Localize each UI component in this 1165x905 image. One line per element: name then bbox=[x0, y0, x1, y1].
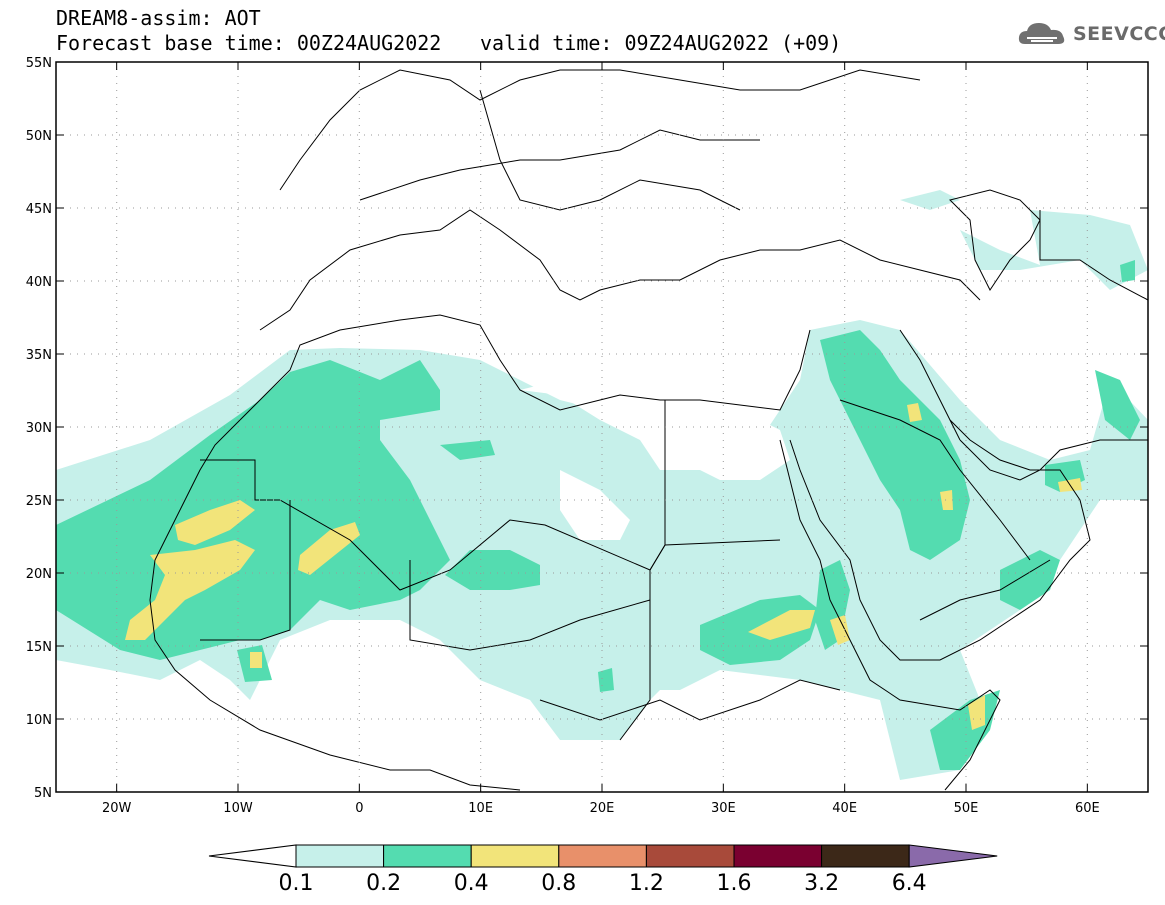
coastline-persian-gulf bbox=[959, 439, 1148, 481]
colorbar-label: 1.6 bbox=[717, 871, 752, 896]
lon-tick-label: 20E bbox=[590, 801, 615, 816]
aot-band-0.2 bbox=[1095, 370, 1140, 440]
lon-tick-label: 40E bbox=[832, 801, 857, 816]
colorbar-segment bbox=[821, 844, 910, 868]
colorbar-segment bbox=[733, 844, 823, 868]
colorbar-segment bbox=[645, 844, 735, 868]
aot-band-0.4 bbox=[940, 490, 953, 510]
border bbox=[919, 559, 1051, 621]
border bbox=[839, 399, 1031, 561]
aot-band-0.4 bbox=[907, 403, 922, 422]
lon-tick-label: 60E bbox=[1075, 801, 1100, 816]
colorbar: 0.1 0.2 0.4 0.8 1.2 1.6 3.2 6.4 bbox=[208, 844, 998, 896]
aot-band-0.2 bbox=[440, 440, 495, 460]
colorbar-label: 0.2 bbox=[366, 871, 401, 896]
colorbar-under-arrow bbox=[208, 844, 297, 868]
colorbar-over-arrow bbox=[908, 844, 998, 868]
lat-tick-label: 25N bbox=[26, 494, 52, 509]
colorbar-segment bbox=[383, 844, 472, 868]
lon-tick-label: 10W bbox=[223, 801, 253, 816]
colorbar-segment bbox=[295, 844, 385, 868]
aot-band-0.2 bbox=[1000, 550, 1060, 610]
border bbox=[409, 560, 651, 651]
border bbox=[200, 500, 291, 641]
colorbar-label: 6.4 bbox=[892, 871, 927, 896]
lat-tick-label: 5N bbox=[34, 786, 52, 801]
coastlines bbox=[149, 69, 1148, 791]
colorbar-segment bbox=[558, 844, 647, 868]
aot-band-0.4 bbox=[298, 522, 360, 575]
aot-band-0.2 bbox=[1120, 260, 1135, 282]
border bbox=[619, 400, 666, 741]
colorbar-label: 0.4 bbox=[454, 871, 489, 896]
aot-band-0.2 bbox=[445, 550, 540, 590]
graticule bbox=[56, 62, 1148, 792]
clean-air-patch bbox=[560, 470, 630, 540]
aot-band-0.2 bbox=[820, 330, 970, 560]
lon-tick-label: 30E bbox=[711, 801, 736, 816]
lat-tick-label: 20N bbox=[26, 567, 52, 582]
coastline-europe-north bbox=[279, 69, 921, 191]
border bbox=[1039, 210, 1148, 301]
lat-tick-label: 30N bbox=[26, 421, 52, 436]
clean-air-patch bbox=[520, 380, 790, 480]
colorbar-label: 0.8 bbox=[541, 871, 576, 896]
coastline-europe bbox=[259, 209, 981, 331]
border bbox=[899, 329, 961, 441]
aot-band-0.4 bbox=[250, 652, 262, 668]
colorbar-label: 0.1 bbox=[279, 871, 314, 896]
coastline-west-africa bbox=[149, 419, 521, 791]
border bbox=[479, 89, 741, 211]
lat-tick-label: 50N bbox=[26, 129, 52, 144]
aot-band-0.4 bbox=[968, 695, 985, 730]
lat-tick-label: 15N bbox=[26, 640, 52, 655]
cloud-icon bbox=[1018, 23, 1065, 44]
aot-band-0.1 bbox=[900, 190, 960, 210]
lat-tick-label: 40N bbox=[26, 275, 52, 290]
lat-tick-label: 55N bbox=[26, 56, 52, 71]
aot-band-0.2 bbox=[598, 668, 614, 692]
coastline-red-sea bbox=[779, 439, 1001, 791]
lat-tick-label: 10N bbox=[26, 713, 52, 728]
lon-tick-label: 20W bbox=[102, 801, 132, 816]
chart-title: DREAM8-assim: AOT bbox=[56, 6, 261, 30]
border bbox=[539, 679, 841, 721]
coastline-west-africa bbox=[239, 314, 811, 421]
base-time-label: Forecast base time: 00Z24AUG2022 bbox=[56, 31, 442, 55]
logo: SEEVCCC bbox=[1017, 20, 1165, 48]
lat-tick-label: 45N bbox=[26, 202, 52, 217]
lon-tick-label: 0 bbox=[355, 801, 363, 816]
logo-text: SEEVCCC bbox=[1073, 23, 1165, 45]
lat-tick-label: 35N bbox=[26, 348, 52, 363]
lon-axis: 20W 10W 0 10E 20E 30E 40E 50E 60E bbox=[102, 62, 1100, 816]
colorbar-segment bbox=[470, 844, 560, 868]
coastline-caspian bbox=[949, 189, 1041, 291]
aot-field bbox=[56, 190, 1148, 780]
aot-band-0.4 bbox=[175, 500, 255, 545]
aot-band-0.4 bbox=[125, 540, 255, 640]
aot-band-0.1 bbox=[960, 210, 1148, 290]
valid-time-label: valid time: 09Z24AUG2022 (+09) bbox=[480, 31, 842, 55]
border bbox=[359, 129, 760, 201]
coastline-arabia bbox=[789, 419, 1091, 661]
colorbar-label: 1.2 bbox=[629, 871, 664, 896]
lon-tick-label: 10E bbox=[468, 801, 493, 816]
colorbar-label: 3.2 bbox=[804, 871, 839, 896]
aot-band-0.4 bbox=[748, 610, 815, 640]
lon-tick-label: 50E bbox=[954, 801, 979, 816]
lat-axis: 5N 10N 15N 20N 25N 30N 35N 40N 45N 50N 55N bbox=[26, 56, 1148, 801]
